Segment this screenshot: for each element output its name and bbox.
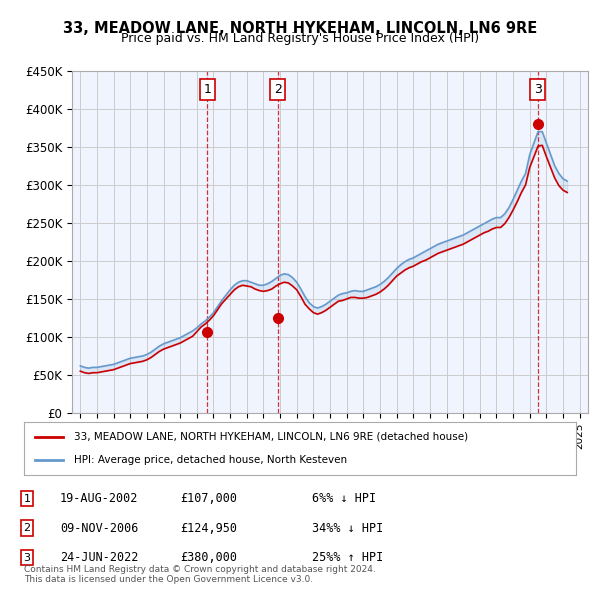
Text: 09-NOV-2006: 09-NOV-2006	[60, 522, 139, 535]
Text: 33, MEADOW LANE, NORTH HYKEHAM, LINCOLN, LN6 9RE: 33, MEADOW LANE, NORTH HYKEHAM, LINCOLN,…	[63, 21, 537, 35]
Text: HPI: Average price, detached house, North Kesteven: HPI: Average price, detached house, Nort…	[74, 455, 347, 465]
Text: 1: 1	[23, 494, 31, 503]
Text: £380,000: £380,000	[180, 551, 237, 564]
Text: Contains HM Land Registry data © Crown copyright and database right 2024.
This d: Contains HM Land Registry data © Crown c…	[24, 565, 376, 584]
Text: £107,000: £107,000	[180, 492, 237, 505]
Text: 19-AUG-2002: 19-AUG-2002	[60, 492, 139, 505]
Text: Price paid vs. HM Land Registry's House Price Index (HPI): Price paid vs. HM Land Registry's House …	[121, 32, 479, 45]
Text: 6%% ↓ HPI: 6%% ↓ HPI	[312, 492, 376, 505]
Text: 3: 3	[23, 553, 31, 562]
Text: 1: 1	[203, 83, 211, 96]
Text: 3: 3	[534, 83, 542, 96]
Text: 2: 2	[274, 83, 281, 96]
Text: 33, MEADOW LANE, NORTH HYKEHAM, LINCOLN, LN6 9RE (detached house): 33, MEADOW LANE, NORTH HYKEHAM, LINCOLN,…	[74, 432, 468, 442]
Text: 2: 2	[23, 523, 31, 533]
Text: 24-JUN-2022: 24-JUN-2022	[60, 551, 139, 564]
Text: 34%% ↓ HPI: 34%% ↓ HPI	[312, 522, 383, 535]
Text: £124,950: £124,950	[180, 522, 237, 535]
Text: 25%% ↑ HPI: 25%% ↑ HPI	[312, 551, 383, 564]
